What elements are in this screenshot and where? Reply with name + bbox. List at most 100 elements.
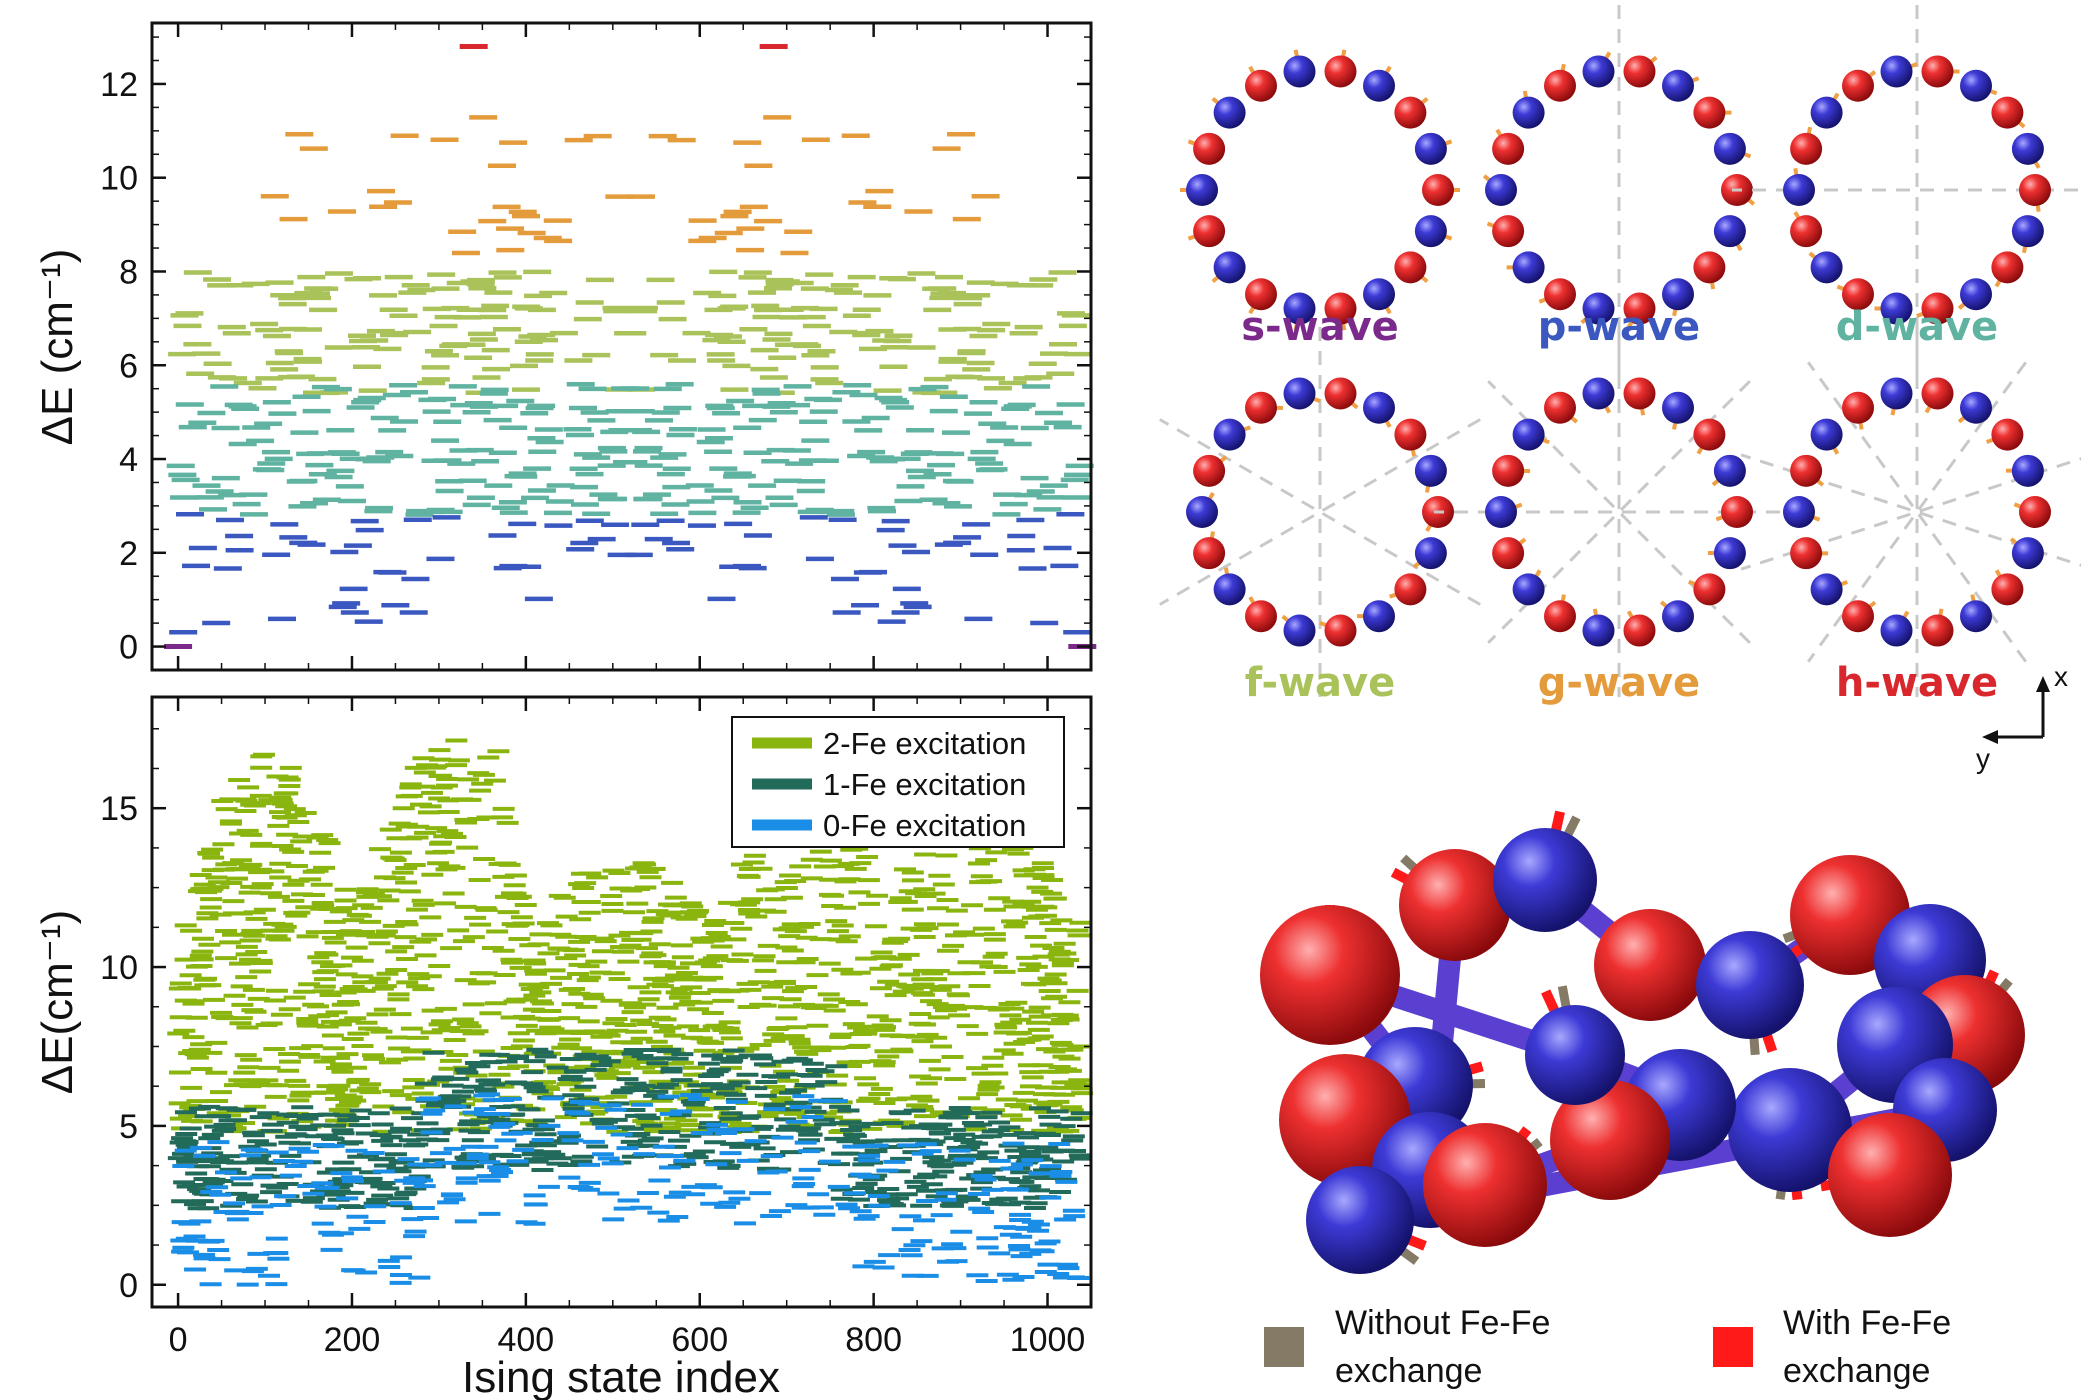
spin-bead bbox=[1492, 537, 1525, 570]
spin-bead bbox=[1662, 600, 1694, 633]
spin-bead bbox=[1492, 454, 1525, 487]
spin-bead bbox=[1662, 278, 1694, 311]
spin-bead bbox=[1485, 496, 1517, 528]
spin-bead bbox=[1960, 69, 1992, 102]
spin-bead bbox=[1414, 537, 1447, 570]
spin-bead bbox=[1512, 418, 1545, 451]
spin-bead bbox=[1693, 573, 1726, 606]
spin-bead bbox=[1810, 573, 1843, 606]
top-plot-frame bbox=[150, 21, 1093, 672]
spin-bead bbox=[1582, 377, 1615, 410]
spin-bead bbox=[1193, 132, 1226, 165]
spin-bead bbox=[1193, 215, 1226, 248]
bottom-plot-ylabel: ΔE(cm⁻¹) bbox=[33, 910, 82, 1095]
spin-bead bbox=[1283, 292, 1316, 325]
triad-y-arrowhead bbox=[1982, 730, 1998, 744]
atom-red bbox=[1828, 1113, 1952, 1237]
triad-y-label: y bbox=[1976, 743, 1990, 774]
spin-bead bbox=[1422, 174, 1454, 206]
ring-p-wave: p-wave bbox=[1482, 5, 1756, 375]
spin-bead bbox=[1245, 69, 1277, 102]
spin-bead bbox=[1921, 55, 1954, 88]
spin-bead bbox=[1991, 418, 2024, 451]
y-tick-label: 12 bbox=[100, 66, 138, 104]
triad-x-arrowhead bbox=[2036, 676, 2050, 692]
spin-bead bbox=[1544, 69, 1576, 102]
spin-bead bbox=[1991, 573, 2024, 606]
y-tick-label: 6 bbox=[119, 347, 138, 385]
y-tick-label: 10 bbox=[100, 949, 138, 987]
ring-s-wave: s-wave bbox=[1180, 49, 1460, 350]
nodal-line bbox=[1159, 418, 1481, 606]
spin-bead bbox=[1485, 174, 1517, 206]
legend-swatch-with-fe bbox=[1713, 1327, 1753, 1367]
spin-bead bbox=[1193, 454, 1226, 487]
spin-bead bbox=[1363, 69, 1395, 102]
spin-bead bbox=[1623, 292, 1656, 325]
spin-bead bbox=[1324, 377, 1357, 410]
wave-label-f-wave: f-wave bbox=[1245, 660, 1395, 706]
spin-bead bbox=[1414, 454, 1447, 487]
spin-bead bbox=[1544, 278, 1576, 311]
spin-bead bbox=[1582, 614, 1615, 647]
spin-bead bbox=[1394, 573, 1427, 606]
spin-bead bbox=[1213, 418, 1246, 451]
top-plot: 0 2 4 6 8 10 12 ΔE (cm⁻¹) bbox=[33, 21, 1097, 672]
spin-bead bbox=[1810, 251, 1843, 284]
wave-label-g-wave: g-wave bbox=[1538, 660, 1700, 706]
spin-bead bbox=[1790, 454, 1823, 487]
spin-bead bbox=[1582, 55, 1615, 88]
y-tick-label: 10 bbox=[100, 160, 138, 198]
spin-bead bbox=[1960, 600, 1992, 633]
top-plot-ylabel: ΔE (cm⁻¹) bbox=[33, 249, 82, 446]
atom-red bbox=[1550, 1080, 1670, 1200]
spin-bead bbox=[1960, 391, 1992, 424]
bottom-plot-legend: 2-Fe excitation 1-Fe excitation 0-Fe exc… bbox=[731, 716, 1065, 848]
atom-blue bbox=[1696, 931, 1804, 1039]
spin-bead bbox=[1512, 251, 1545, 284]
spin-bead bbox=[1842, 391, 1874, 424]
spin-bead bbox=[1921, 614, 1954, 647]
top-plot-dashes bbox=[164, 43, 1097, 650]
legend-without-line1: Without Fe-Fe bbox=[1335, 1304, 1550, 1342]
spin-bead bbox=[1880, 614, 1913, 647]
spin-bead bbox=[1880, 292, 1913, 325]
y-tick-label: 5 bbox=[119, 1108, 138, 1146]
spin-bead bbox=[1213, 573, 1246, 606]
axes-triad: x y bbox=[1976, 661, 2068, 774]
atom-red bbox=[1423, 1123, 1547, 1247]
spin-bead bbox=[2019, 174, 2051, 206]
spin-bead bbox=[1324, 292, 1357, 325]
legend-without-line2: exchange bbox=[1335, 1352, 1482, 1390]
spin-bead bbox=[1991, 96, 2024, 129]
y-tick-label: 2 bbox=[119, 535, 138, 573]
spin-bead bbox=[1790, 215, 1823, 248]
spin-bead bbox=[1186, 496, 1218, 528]
spin-bead bbox=[1283, 55, 1316, 88]
ring-h-wave: h-wave bbox=[1740, 327, 2081, 706]
x-tick-label: 0 bbox=[169, 1321, 188, 1359]
legend-label-1fe: 1-Fe excitation bbox=[823, 767, 1026, 802]
y-tick-label: 8 bbox=[119, 253, 138, 291]
top-plot-ticks: 0 2 4 6 8 10 12 bbox=[100, 23, 1092, 670]
ring-d-wave: d-wave bbox=[1732, 5, 2081, 375]
spin-bead bbox=[1512, 573, 1545, 606]
spin-bead bbox=[1544, 391, 1576, 424]
x-tick-label: 200 bbox=[324, 1321, 381, 1359]
spin-bead bbox=[1213, 251, 1246, 284]
spin-bead bbox=[1492, 132, 1525, 165]
spin-bead bbox=[1213, 96, 1246, 129]
spin-bead bbox=[1623, 55, 1656, 88]
nodal-line bbox=[1159, 418, 1481, 606]
spin-bead bbox=[1693, 251, 1726, 284]
spin-bead bbox=[1662, 69, 1694, 102]
atom-red bbox=[1399, 849, 1511, 961]
spin-bead bbox=[1363, 278, 1395, 311]
spin-bead bbox=[1783, 174, 1815, 206]
spin-bead bbox=[2011, 537, 2044, 570]
spin-bead bbox=[1324, 614, 1357, 647]
spin-bead bbox=[1186, 174, 1218, 206]
x-tick-label: 400 bbox=[497, 1321, 554, 1359]
spin-bead bbox=[1842, 278, 1874, 311]
